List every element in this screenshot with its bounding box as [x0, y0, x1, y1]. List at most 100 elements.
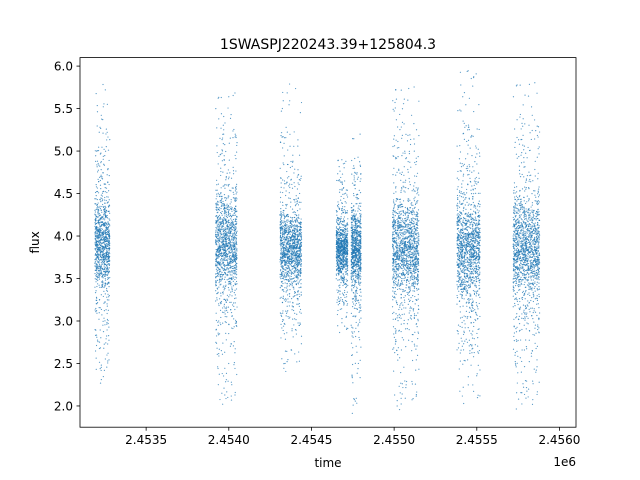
- data-point: [227, 286, 230, 289]
- data-point: [96, 275, 98, 277]
- data-point: [281, 260, 283, 262]
- data-point: [109, 219, 111, 221]
- data-point: [104, 207, 106, 209]
- data-point: [222, 263, 225, 265]
- data-point: [337, 180, 339, 182]
- data-point: [226, 225, 229, 228]
- data-point: [291, 217, 293, 219]
- data-point: [216, 184, 218, 186]
- data-point: [106, 253, 108, 255]
- data-point: [107, 343, 109, 345]
- data-point: [217, 324, 219, 326]
- data-point: [343, 193, 345, 195]
- data-point: [97, 270, 99, 272]
- data-point: [221, 275, 224, 277]
- data-point: [230, 291, 232, 293]
- data-point: [344, 250, 346, 252]
- data-point: [300, 175, 302, 177]
- data-point: [104, 320, 106, 322]
- data-point: [108, 277, 110, 279]
- data-point: [220, 174, 222, 177]
- data-point: [97, 276, 99, 278]
- data-point: [224, 351, 226, 353]
- data-point: [230, 258, 232, 261]
- data-point: [218, 373, 220, 375]
- data-point: [233, 318, 235, 320]
- data-point: [221, 232, 223, 234]
- data-point: [232, 265, 234, 267]
- data-point: [217, 218, 219, 220]
- data-point: [340, 243, 342, 245]
- data-point: [350, 279, 353, 281]
- data-point: [299, 261, 301, 263]
- data-point: [341, 256, 343, 258]
- data-point: [283, 142, 285, 144]
- data-point: [234, 266, 236, 269]
- data-point: [351, 270, 353, 272]
- data-point: [233, 209, 235, 211]
- data-point: [297, 182, 299, 184]
- data-point: [344, 231, 347, 233]
- data-point: [293, 272, 296, 274]
- data-point: [355, 307, 357, 310]
- data-point: [292, 257, 294, 259]
- data-point: [345, 228, 347, 230]
- data-point: [233, 249, 236, 251]
- data-point: [226, 198, 228, 200]
- data-point: [221, 139, 223, 141]
- data-point: [101, 261, 104, 263]
- data-point: [294, 236, 297, 238]
- data-point: [221, 226, 223, 228]
- data-point: [335, 219, 338, 221]
- data-point: [345, 160, 347, 162]
- data-point: [95, 257, 97, 259]
- data-point: [288, 264, 290, 267]
- data-point: [233, 226, 235, 228]
- data-point: [235, 239, 237, 241]
- data-point: [285, 312, 288, 315]
- data-point: [283, 237, 285, 239]
- data-point: [353, 195, 355, 197]
- data-point: [220, 127, 222, 129]
- data-point: [99, 229, 101, 231]
- data-point: [285, 229, 287, 232]
- data-point: [286, 177, 289, 179]
- data-point: [222, 403, 224, 405]
- data-point: [234, 394, 236, 396]
- data-point: [295, 246, 298, 248]
- data-point: [103, 302, 105, 304]
- data-point: [107, 181, 109, 184]
- data-point: [99, 165, 101, 167]
- data-point: [282, 271, 285, 273]
- data-point: [96, 219, 98, 222]
- data-point: [343, 220, 345, 222]
- data-point: [288, 197, 290, 199]
- data-point: [295, 225, 298, 227]
- data-point: [345, 257, 347, 259]
- data-point: [97, 238, 99, 240]
- data-point: [339, 180, 341, 182]
- data-point: [342, 221, 344, 223]
- data-point: [97, 256, 99, 259]
- data-point: [96, 254, 98, 256]
- data-point: [215, 251, 217, 253]
- data-point: [223, 246, 225, 249]
- data-point: [104, 285, 106, 287]
- data-point: [100, 201, 102, 203]
- data-point: [234, 294, 236, 296]
- data-point: [293, 241, 295, 244]
- data-point: [343, 241, 345, 243]
- data-point: [100, 235, 102, 238]
- data-point: [104, 301, 106, 303]
- data-point: [231, 384, 233, 386]
- data-point: [97, 244, 100, 246]
- data-point: [284, 249, 286, 251]
- data-point: [231, 225, 233, 227]
- data-point: [356, 402, 358, 404]
- data-point: [216, 261, 219, 263]
- data-point: [100, 175, 102, 178]
- data-point: [338, 248, 340, 250]
- data-point: [341, 266, 343, 268]
- data-point: [215, 275, 218, 278]
- data-point: [292, 301, 294, 304]
